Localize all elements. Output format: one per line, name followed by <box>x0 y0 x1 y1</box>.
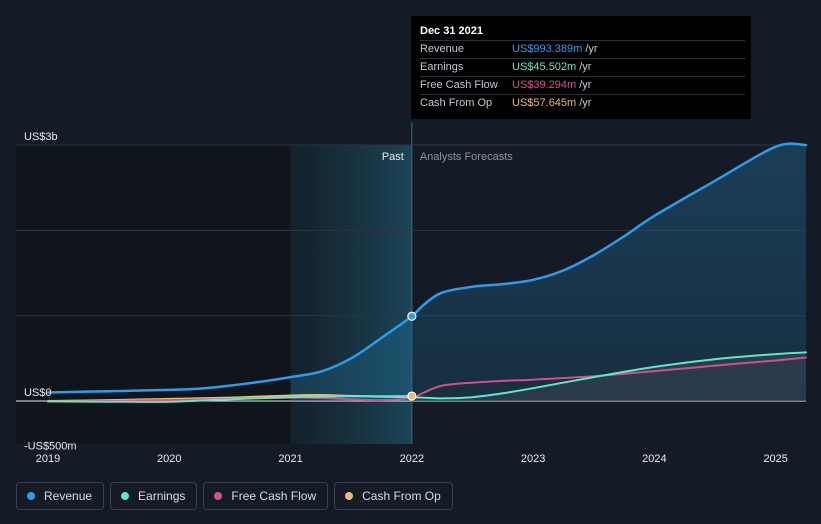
tooltip-label: Revenue <box>420 43 465 55</box>
tooltip-row-revenue: Revenue US$993.389m /yr <box>420 40 745 58</box>
forecast-label: Analysts Forecasts <box>420 151 513 163</box>
x-axis-label: 2021 <box>278 453 302 465</box>
earnings-dot-icon <box>121 492 130 500</box>
series-line-revenue <box>46 142 808 394</box>
tooltip-unit: /yr <box>585 43 598 55</box>
legend-item-cash-from-op[interactable]: Cash From Op <box>334 482 453 510</box>
series-line-earnings <box>47 351 807 403</box>
legend: Revenue Earnings Free Cash Flow Cash Fro… <box>16 482 459 510</box>
legend-item-free-cash-flow[interactable]: Free Cash Flow <box>203 482 329 510</box>
y-axis-label: -US$500m <box>24 441 77 453</box>
legend-label: Cash From Op <box>362 489 441 503</box>
tooltip: Dec 31 2021 Revenue US$993.389m /yr Earn… <box>411 16 751 119</box>
revenue-forecast-area <box>411 143 806 401</box>
tooltip-row-cash-from-op: Cash From Op US$57.645m /yr <box>420 94 745 112</box>
revenue-dot-icon <box>27 492 35 500</box>
tooltip-value: US$45.502m <box>512 61 577 73</box>
legend-item-revenue[interactable]: Revenue <box>16 482 105 510</box>
y-axis-label: US$3b <box>24 131 58 143</box>
tooltip-value: US$57.645m <box>512 97 577 109</box>
x-axis-label: 2023 <box>521 453 545 465</box>
legend-item-earnings[interactable]: Earnings <box>110 482 198 510</box>
tooltip-value: US$993.389m <box>512 43 583 55</box>
legend-label: Revenue <box>44 489 93 503</box>
legend-label: Free Cash Flow <box>231 489 317 503</box>
free-cash-flow-dot-icon <box>214 492 223 500</box>
tooltip-date: Dec 31 2021 <box>420 25 483 37</box>
legend-label: Earnings <box>138 489 186 503</box>
marker-revenue <box>407 311 417 321</box>
tooltip-label: Earnings <box>420 61 464 73</box>
y-axis-label: US$0 <box>24 387 52 399</box>
tooltip-unit: /yr <box>579 97 592 109</box>
x-axis-label: 2024 <box>642 453 666 465</box>
x-axis-label: 2025 <box>763 453 787 465</box>
tooltip-unit: /yr <box>579 61 592 73</box>
tooltip-unit: /yr <box>579 79 592 91</box>
tooltip-value: US$39.294m <box>512 79 577 91</box>
cash-from-op-dot-icon <box>345 492 354 500</box>
tooltip-row-earnings: Earnings US$45.502m /yr <box>420 58 745 76</box>
past-label: Past <box>382 151 404 163</box>
tooltip-label: Free Cash Flow <box>420 79 498 91</box>
earnings-forecast-area <box>411 352 806 401</box>
x-axis-label: 2022 <box>400 453 424 465</box>
tooltip-label: Cash From Op <box>420 97 493 109</box>
x-axis-label: 2019 <box>36 453 60 465</box>
tooltip-row-free-cash-flow: Free Cash Flow US$39.294m /yr <box>420 76 745 94</box>
marker-cash-from-op <box>407 391 417 401</box>
x-axis-label: 2020 <box>157 453 181 465</box>
